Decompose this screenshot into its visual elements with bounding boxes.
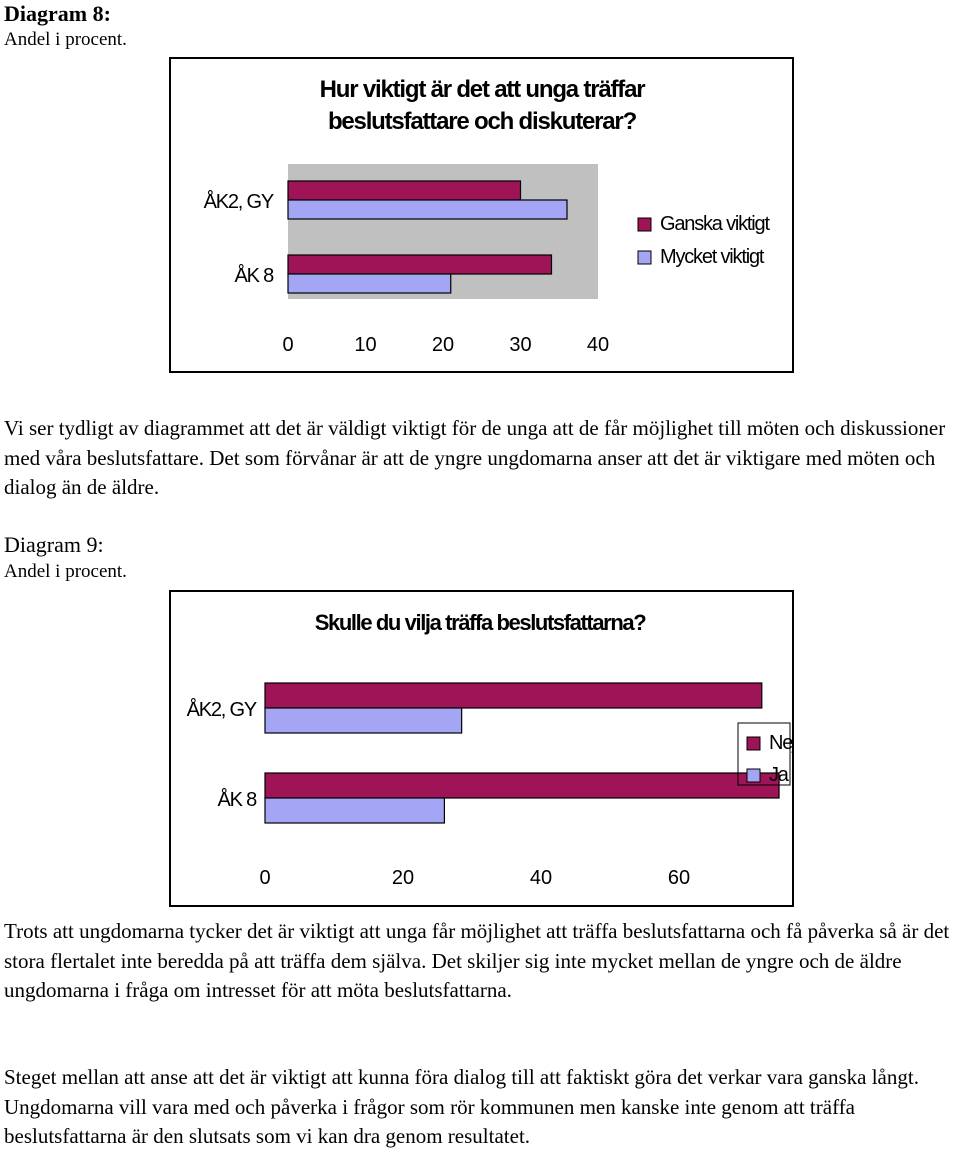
chart9-bar	[264, 682, 763, 709]
diagram9-heading: Diagram 9:	[4, 532, 104, 557]
chart8-bar	[287, 273, 452, 294]
chart9-category-label: ÅK2, GY	[187, 698, 257, 721]
chart8-legend-label: Ganska viktigt	[660, 213, 770, 235]
chart9-legend-frame	[737, 722, 791, 786]
chart8-tick-label: 30	[509, 334, 531, 356]
diagram8-heading: Diagram 8:	[4, 1, 111, 26]
chart9-bar	[264, 772, 780, 799]
chart8-legend-swatch	[637, 250, 652, 265]
diagram8-subheading: Andel i procent.	[4, 29, 127, 50]
chart8-category-label: ÅK2, GY	[204, 190, 274, 213]
chart8-title-line1: Hur viktigt är det att unga träffar	[320, 76, 646, 103]
chart8-bar	[287, 199, 568, 220]
chart8-frame: Hur viktigt är det att unga träffar besl…	[169, 57, 794, 373]
chart9-frame: Skulle du vilja träffa beslutsfattarna? Å…	[169, 590, 829, 907]
paragraph-3: Steget mellan att anse att det är viktig…	[4, 1065, 919, 1148]
chart9-legend-swatch	[746, 768, 761, 783]
chart8-legend-label: Mycket viktigt	[660, 246, 765, 268]
chart8-tick-label: 40	[587, 334, 609, 356]
chart8-legend-swatch	[637, 217, 652, 232]
paragraph-1: Vi ser tydligt av diagrammet att det är …	[4, 416, 946, 499]
chart9: Skulle du vilja träffa beslutsfattarna? Å…	[187, 610, 829, 889]
chart8-title-line2: beslutsfattare och diskuterar?	[328, 108, 637, 135]
chart9-title: Skulle du vilja träffa beslutsfattarna?	[315, 610, 646, 635]
chart8: Hur viktigt är det att unga träffar besl…	[204, 76, 772, 356]
chart8-category-label: ÅK 8	[234, 264, 274, 287]
chart9-tick-label: 60	[668, 867, 690, 889]
chart9-legend-label: Ja	[769, 764, 790, 786]
paragraph-2: Trots att ungdomarna tycker det är vikti…	[4, 919, 950, 1002]
chart9-legend-label: Nej	[769, 732, 792, 754]
chart9-tick-label: 0	[259, 867, 270, 889]
chart9-category-label: ÅK 8	[217, 788, 257, 811]
diagram9-subheading: Andel i procent.	[4, 561, 127, 582]
chart9-legend-swatch	[746, 736, 761, 751]
chart8-bar	[287, 254, 553, 275]
chart8-tick-label: 0	[282, 334, 293, 356]
chart8-tick-label: 10	[354, 334, 376, 356]
chart9-tick-label: 40	[530, 867, 552, 889]
chart9-bar	[264, 797, 445, 824]
chart8-bar	[287, 180, 522, 201]
chart9-bar	[264, 707, 463, 734]
chart8-tick-label: 20	[432, 334, 454, 356]
chart9-tick-label: 20	[392, 867, 414, 889]
